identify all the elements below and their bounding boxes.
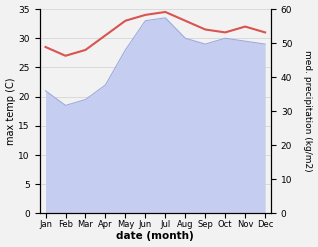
X-axis label: date (month): date (month) <box>116 231 194 242</box>
Y-axis label: max temp (C): max temp (C) <box>5 78 16 145</box>
Y-axis label: med. precipitation (kg/m2): med. precipitation (kg/m2) <box>303 50 313 172</box>
